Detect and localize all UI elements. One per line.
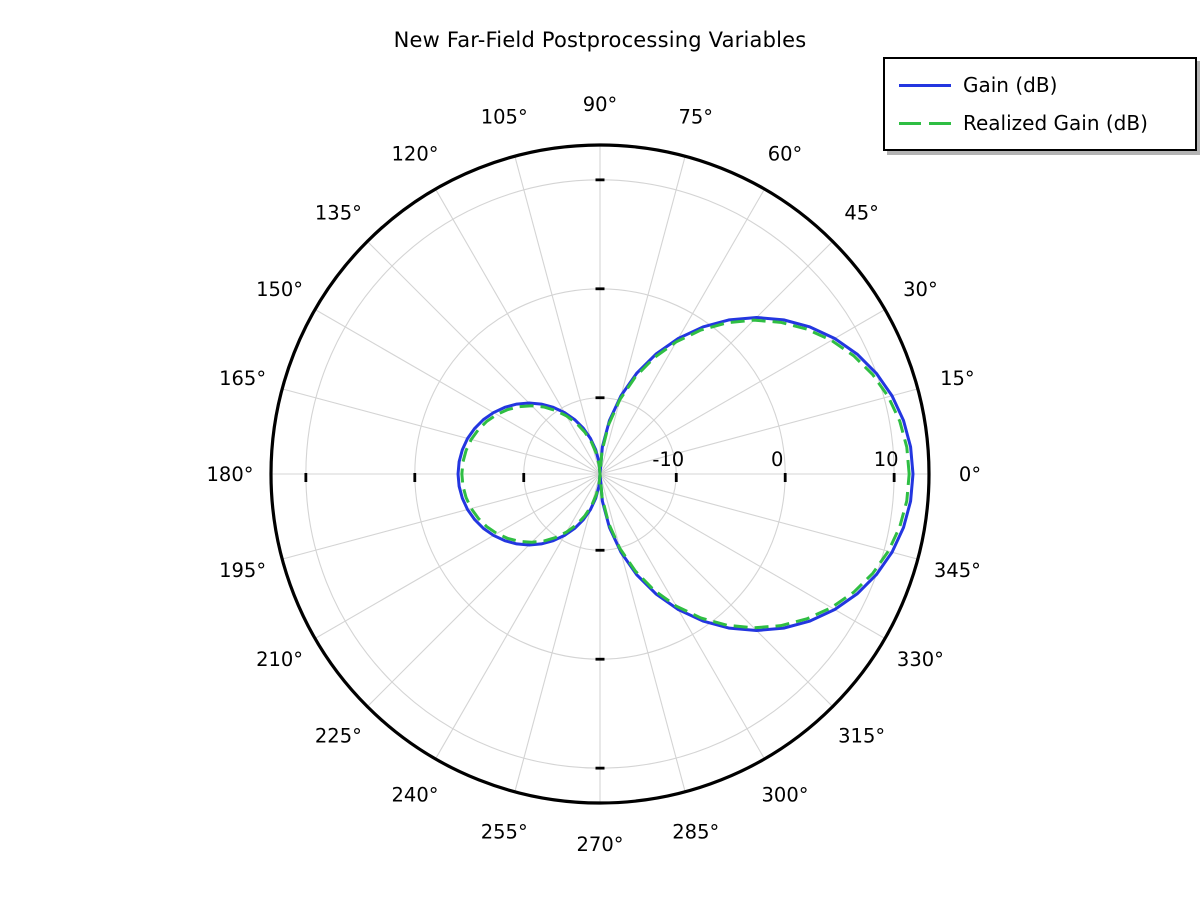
angle-spoke <box>599 188 765 475</box>
angle-tick-label: 285° <box>672 820 719 843</box>
angle-tick-label: 45° <box>844 201 879 224</box>
radial-tick-label: -10 <box>652 448 684 471</box>
gain-series-line <box>456 315 915 633</box>
radial-tick-label: 10 <box>874 448 899 471</box>
angle-spoke <box>599 473 918 560</box>
angle-tick-label: 345° <box>934 559 981 582</box>
angle-spoke <box>599 473 886 639</box>
gain-line-sample <box>899 83 951 87</box>
angle-tick-label: 180° <box>207 463 254 486</box>
angle-tick-label: 150° <box>256 278 303 301</box>
angle-spoke <box>599 473 686 792</box>
angle-tick-label: 225° <box>315 725 362 748</box>
angle-tick-label: 105° <box>481 106 528 129</box>
realized-gain-line-sample <box>899 121 951 125</box>
angle-tick-label: 15° <box>940 367 975 390</box>
angle-tick-label: 330° <box>897 648 944 671</box>
angle-tick-label: 30° <box>903 278 938 301</box>
angle-spoke <box>314 473 601 639</box>
angle-spoke <box>514 473 601 792</box>
angle-tick-label: 210° <box>256 648 303 671</box>
chart-title: New Far-Field Postprocessing Variables <box>393 28 807 52</box>
angle-tick-label: 165° <box>219 367 266 390</box>
angle-tick-label: 315° <box>838 725 885 748</box>
angle-tick-label: 240° <box>392 783 439 806</box>
realized-gain-series-line <box>460 318 911 630</box>
angle-tick-label: 135° <box>315 201 362 224</box>
angle-spoke <box>599 473 834 708</box>
angle-spoke <box>366 240 601 475</box>
angle-spoke <box>435 188 601 475</box>
angle-spoke <box>599 309 886 475</box>
angle-spoke <box>599 240 834 475</box>
legend-label-gain: Gain (dB) <box>963 73 1058 97</box>
angle-tick-label: 75° <box>678 106 713 129</box>
angle-tick-label: 60° <box>768 143 803 166</box>
legend: Gain (dB) Realized Gain (dB) <box>883 57 1197 151</box>
radial-tick-label: 0 <box>771 448 783 471</box>
angle-tick-label: 270° <box>577 833 624 856</box>
angle-spoke <box>282 388 601 475</box>
angle-spoke <box>366 473 601 708</box>
legend-row-realized-gain: Realized Gain (dB) <box>899 107 1181 139</box>
angle-spoke <box>599 473 765 760</box>
angle-tick-label: 195° <box>219 559 266 582</box>
legend-label-realized-gain: Realized Gain (dB) <box>963 111 1148 135</box>
legend-row-gain: Gain (dB) <box>899 69 1181 101</box>
angle-tick-label: 120° <box>392 143 439 166</box>
angle-tick-label: 300° <box>762 783 809 806</box>
angle-spoke <box>599 156 686 475</box>
angle-spoke <box>599 388 918 475</box>
angle-tick-label: 0° <box>959 463 981 486</box>
outer-circle <box>269 143 931 805</box>
angle-tick-label: 255° <box>481 820 528 843</box>
angle-tick-label: 90° <box>583 93 618 116</box>
angle-spoke <box>514 156 601 475</box>
angle-spoke <box>435 473 601 760</box>
angle-spoke <box>282 473 601 560</box>
angle-spoke <box>314 309 601 475</box>
